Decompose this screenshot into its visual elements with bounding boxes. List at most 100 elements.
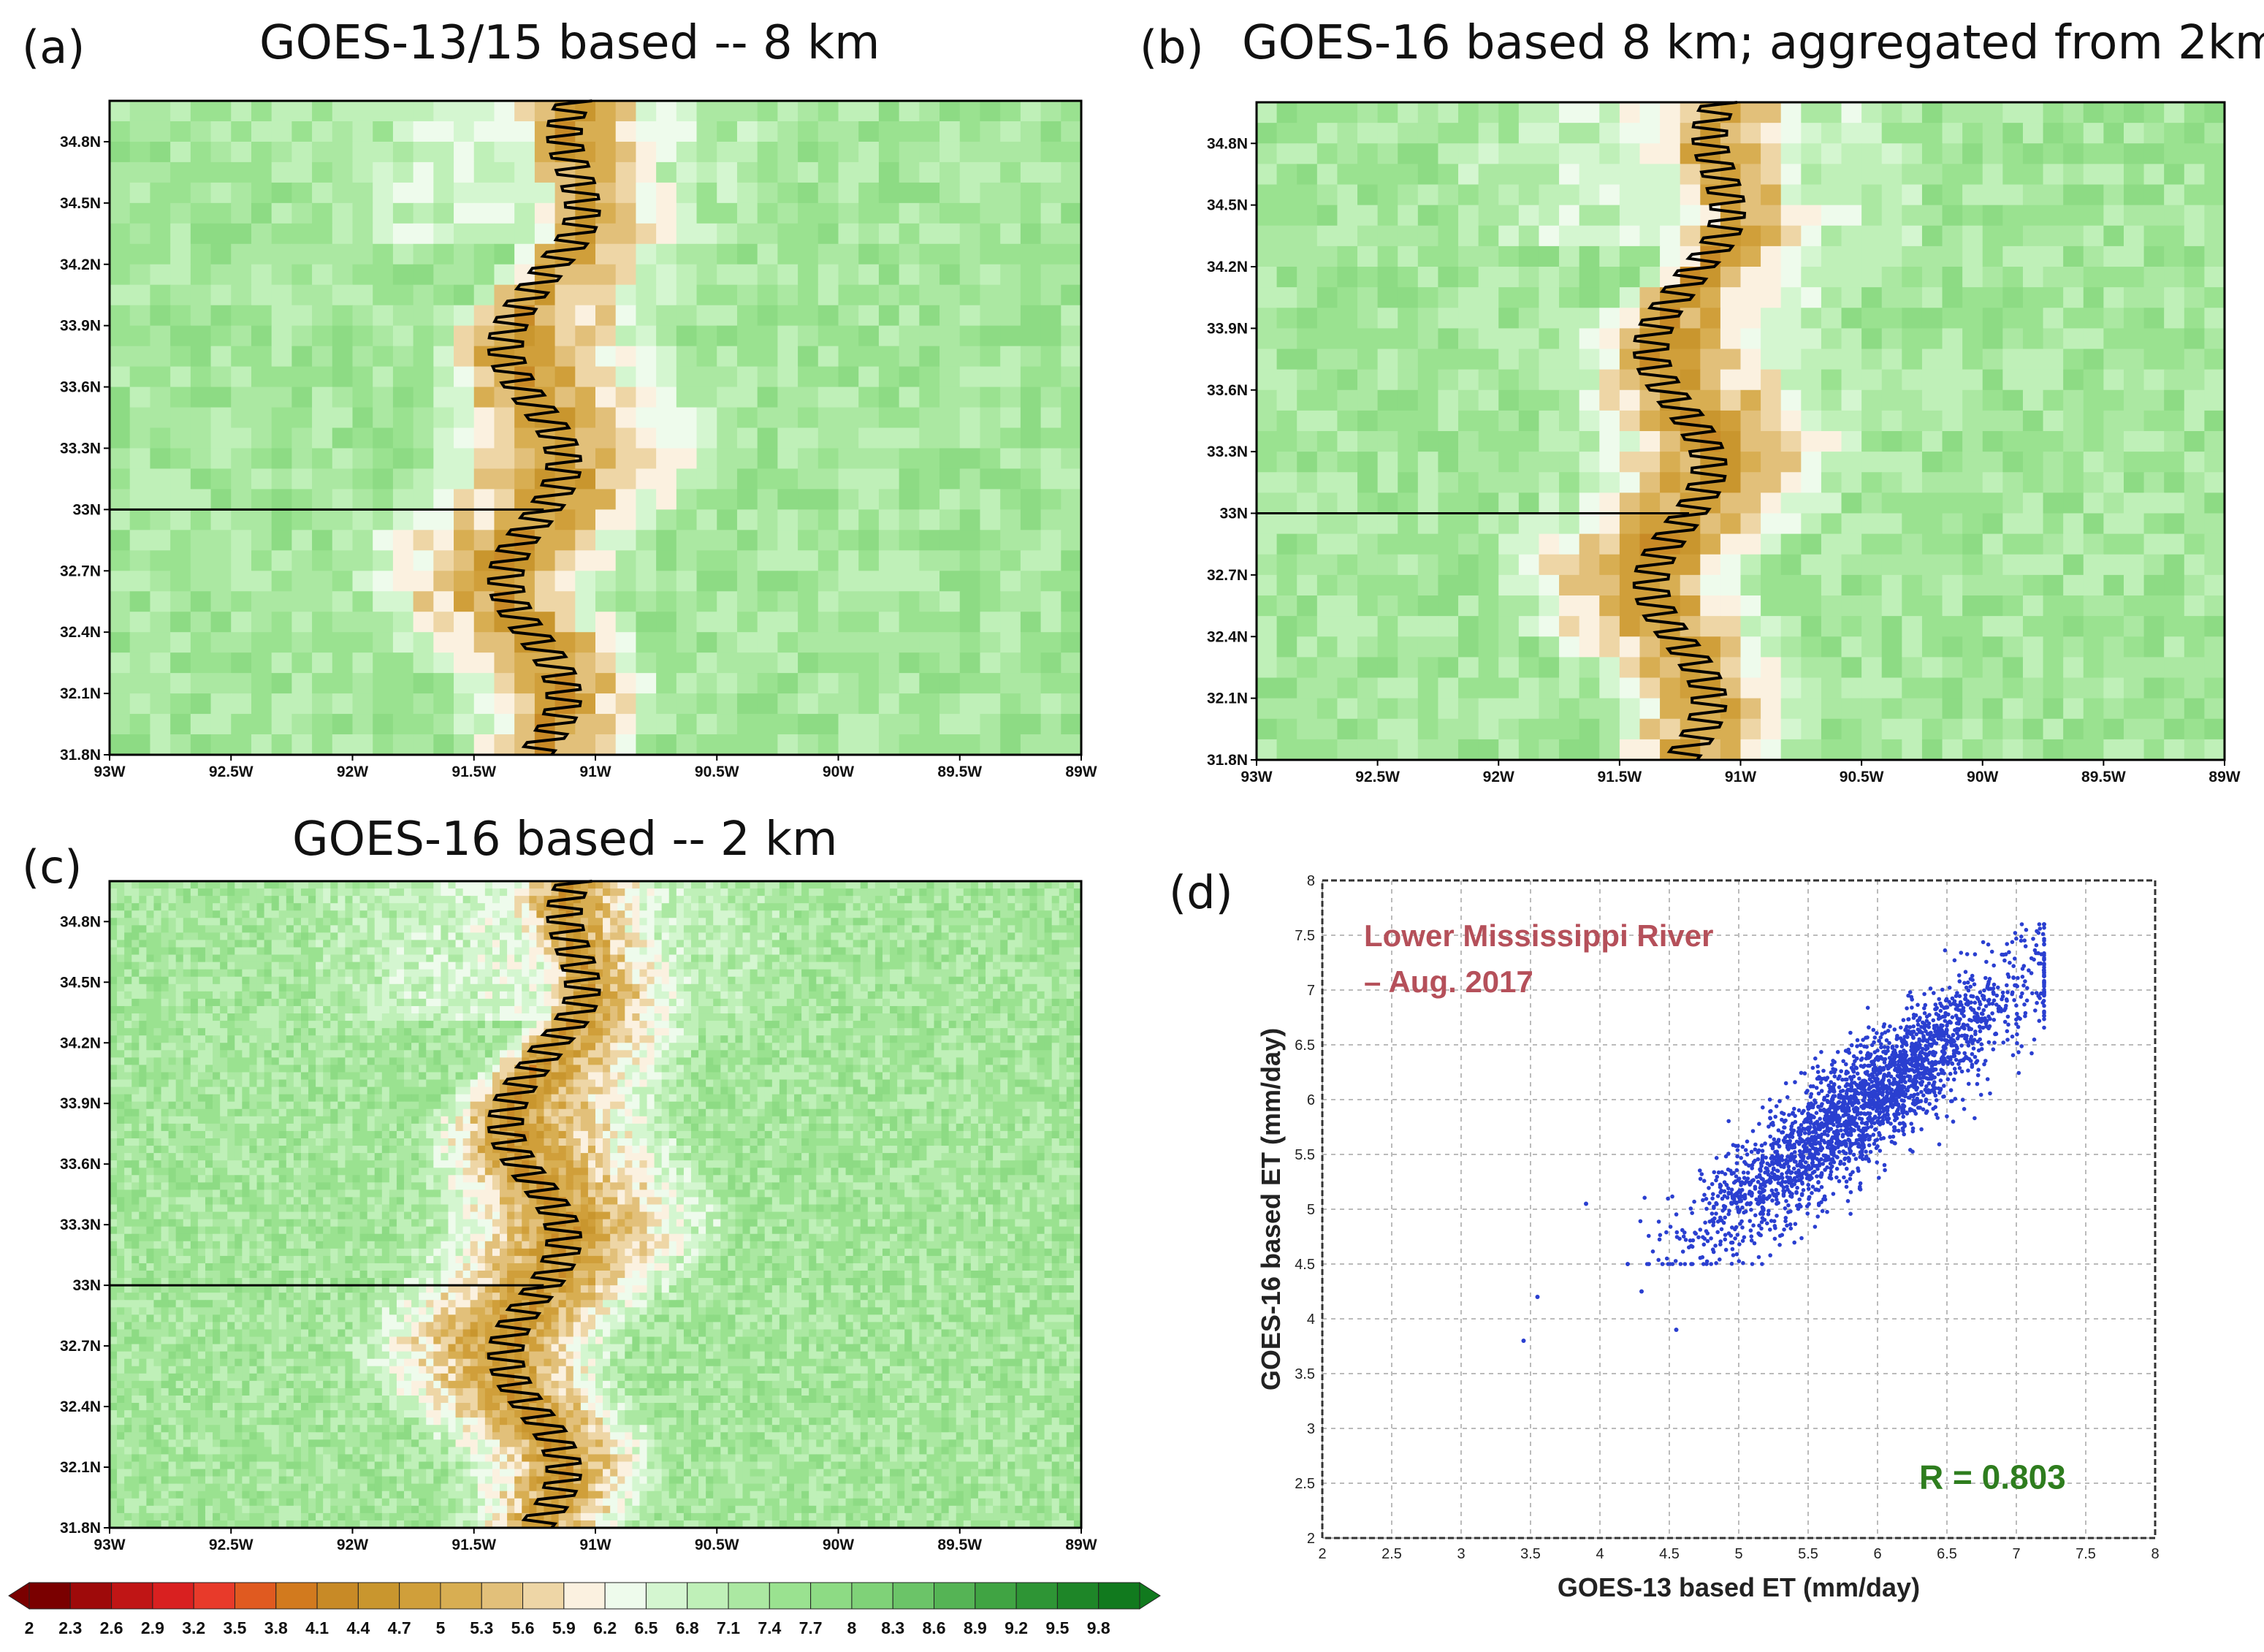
scatter-point	[1698, 1168, 1702, 1173]
scatter-point	[1886, 1046, 1890, 1050]
scatter-point	[1710, 1182, 1715, 1187]
x-tick-label: 2	[1318, 1546, 1326, 1562]
scatter-point	[1726, 1191, 1731, 1195]
scatter-point	[2019, 935, 2024, 939]
scatter-point	[1777, 1243, 1782, 1247]
scatter-point	[1846, 1199, 1851, 1203]
scatter-point	[1821, 1124, 1826, 1129]
scatter-point	[1777, 1181, 1781, 1185]
scatter-point	[1714, 1211, 1718, 1216]
scatter-point	[1970, 978, 1975, 982]
colorbar-label: 5.3	[470, 1618, 493, 1637]
scatter-point	[1897, 1129, 1901, 1133]
scatter-point	[1903, 1071, 1907, 1076]
scatter-point	[1753, 1214, 1758, 1218]
scatter-point	[1736, 1233, 1740, 1237]
scatter-point	[1536, 1295, 1540, 1299]
scatter-point	[2022, 1002, 2027, 1007]
scatter-point	[1971, 994, 1975, 999]
scatter-point	[1859, 1086, 1864, 1091]
scatter-point	[1674, 1212, 1679, 1217]
colorbar-label: 5.9	[552, 1618, 576, 1637]
scatter-point	[2010, 1035, 2015, 1039]
scatter-point	[2022, 938, 2027, 943]
scatter-point	[1749, 1228, 1753, 1233]
scatter-point	[1960, 1070, 1964, 1074]
scatter-point	[1953, 1067, 1957, 1071]
scatter-point	[1856, 1099, 1860, 1103]
scatter-point	[1865, 1053, 1869, 1057]
scatter-point	[1964, 993, 1968, 997]
scatter-point	[1871, 1061, 1875, 1065]
scatter-point	[1738, 1222, 1742, 1226]
scatter-point	[1843, 1122, 1848, 1126]
scatter-point	[2019, 994, 2024, 999]
scatter-point	[1864, 1149, 1868, 1154]
scatter-point	[1818, 1162, 1822, 1166]
scatter-point	[1967, 1082, 1971, 1086]
scatter-point	[1787, 1165, 1791, 1169]
scatter-point	[1887, 1071, 1891, 1076]
scatter-point	[1883, 1049, 1887, 1054]
scatter-point	[1887, 1116, 1891, 1121]
scatter-point	[1775, 1141, 1779, 1145]
scatter-point	[1798, 1153, 1802, 1157]
scatter-point	[1829, 1116, 1833, 1120]
scatter-point	[1863, 1112, 1867, 1116]
scatter-point	[1992, 991, 1996, 996]
map-c-lon-label: 90W	[823, 1537, 854, 1553]
scatter-point	[1875, 1119, 1880, 1124]
scatter-point	[2033, 1008, 2038, 1013]
scatter-point	[1978, 1029, 1983, 1034]
scatter-point	[1750, 1166, 1754, 1171]
scatter-point	[1926, 1025, 1931, 1029]
scatter-point	[1923, 1011, 1927, 1016]
scatter-point	[1916, 1003, 1920, 1008]
scatter-point	[1964, 1034, 1969, 1038]
scatter-point	[1883, 1060, 1887, 1065]
scatter-point	[1945, 1114, 1949, 1119]
scatter-point	[1777, 1144, 1782, 1149]
scatter-point	[1872, 1028, 1876, 1032]
scatter-point	[1905, 1111, 1910, 1116]
scatter-point	[2010, 940, 2015, 945]
scatter-point	[1699, 1177, 1703, 1181]
scatter-point	[1704, 1207, 1709, 1211]
scatter-point	[2042, 1026, 2046, 1030]
colorbar-swatch	[112, 1583, 153, 1609]
x-tick-label: 6.5	[1937, 1546, 1957, 1562]
map-a-lat-label: 33N	[72, 501, 101, 518]
colorbar-swatch	[852, 1583, 893, 1609]
scatter-point	[1788, 1158, 1793, 1162]
map-a-svg: 34.8N34.5N34.2N33.9N33.6N33.3N33N32.7N32…	[0, 88, 1125, 789]
scatter-point	[1880, 1032, 1884, 1036]
scatter-point	[1893, 1118, 1897, 1122]
scatter-point	[2010, 992, 2014, 997]
scatter-point	[1873, 1035, 1878, 1040]
scatter-point	[2042, 994, 2046, 998]
scatter-point	[1802, 1139, 1806, 1143]
scatter-point	[1970, 1052, 1975, 1057]
scatter-point	[1797, 1133, 1802, 1137]
scatter-point	[1992, 983, 1997, 987]
scatter-point	[1737, 1208, 1741, 1213]
scatter-point	[1718, 1216, 1723, 1220]
scatter-point	[2005, 1029, 2010, 1034]
scatter-point	[1888, 1103, 1893, 1108]
scatter-point	[1848, 1177, 1853, 1181]
scatter-point	[1765, 1222, 1769, 1226]
scatter-point	[1820, 1185, 1824, 1189]
scatter-point	[1976, 1073, 1981, 1078]
map-c-lat-label: 34.5N	[60, 974, 101, 991]
scatter-point	[1835, 1135, 1840, 1139]
scatter-point	[1772, 1157, 1777, 1161]
scatter-point	[1860, 1140, 1864, 1144]
scatter-point	[1932, 1019, 1936, 1023]
scatter-point	[1988, 1092, 1992, 1096]
scatter-point	[1945, 1028, 1949, 1032]
scatter-point	[1703, 1237, 1707, 1241]
scatter-point	[1793, 1080, 1797, 1084]
scatter-point	[1867, 1143, 1872, 1148]
scatter-point	[1714, 1179, 1718, 1183]
map-b-lat-label: 33.6N	[1207, 382, 1248, 399]
